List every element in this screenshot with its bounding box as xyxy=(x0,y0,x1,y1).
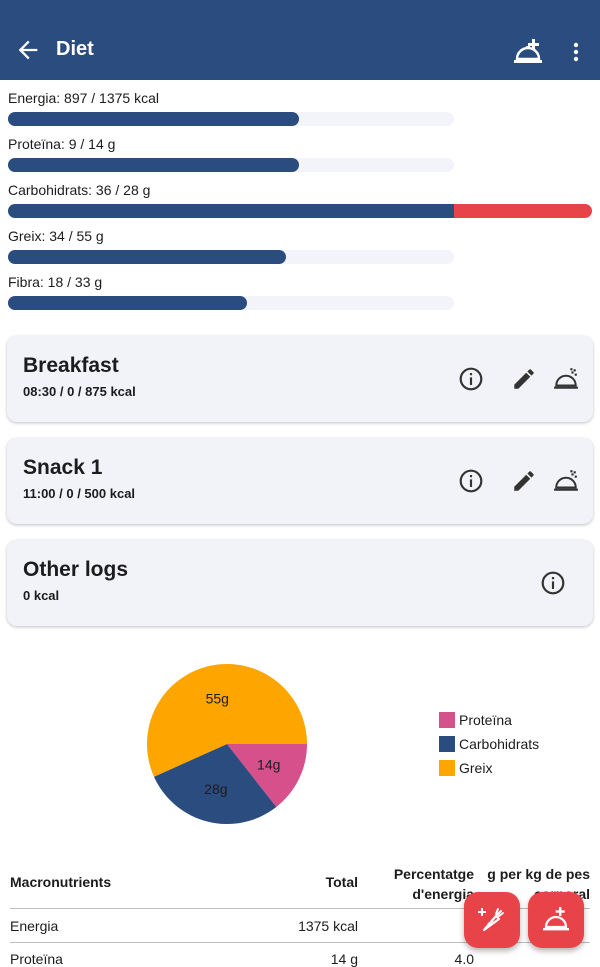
progress-fill xyxy=(8,204,458,218)
add-meal-button[interactable] xyxy=(528,892,584,948)
table-header-total: Total xyxy=(325,874,358,890)
app-bar: Diet xyxy=(0,0,600,80)
table-cell: 14 g xyxy=(330,951,358,967)
table-divider xyxy=(10,942,590,943)
add-food-button[interactable] xyxy=(464,892,520,948)
table-cell: 1375 kcal xyxy=(298,918,358,934)
table-cell: Energia xyxy=(10,918,59,934)
progress-fill xyxy=(8,158,299,172)
goal-label: Carbohidrats: 36 / 28 g xyxy=(8,182,151,198)
edit-icon[interactable] xyxy=(511,468,537,494)
log-meal-icon[interactable] xyxy=(553,366,579,392)
more-vert-icon[interactable] xyxy=(566,40,586,64)
legend-swatch xyxy=(439,760,455,776)
progress-fill xyxy=(8,112,299,126)
legend-swatch xyxy=(439,712,455,728)
progress-over-limit xyxy=(454,204,592,218)
pie-slice-1 xyxy=(227,744,307,808)
progress-fill xyxy=(8,296,247,310)
legend-swatch xyxy=(439,736,455,752)
pie-slice-3 xyxy=(147,664,307,777)
meal-title: Breakfast xyxy=(23,354,119,377)
meal-subtitle: 11:00 / 0 / 500 kcal xyxy=(23,486,136,501)
table-header-macronutrients: Macronutrients xyxy=(10,874,112,890)
add-food-icon xyxy=(478,908,504,932)
add-meal-icon xyxy=(543,907,569,931)
pie-slice-2 xyxy=(153,744,277,824)
goal-fiber: Fibra: 18 / 33 g xyxy=(8,274,592,310)
info-icon[interactable] xyxy=(458,468,484,494)
meal-subtitle: 0 kcal xyxy=(23,588,60,603)
table-cell: 4.0 xyxy=(454,951,474,967)
add-meal-icon[interactable] xyxy=(513,38,543,66)
goal-label: Energia: 897 / 1375 kcal xyxy=(8,90,159,106)
meal-title: Other logs xyxy=(23,558,129,581)
legend-label: Proteïna xyxy=(459,712,512,728)
log-meal-icon[interactable] xyxy=(553,468,579,494)
arrow-left-icon[interactable] xyxy=(14,36,42,64)
progress-fill xyxy=(8,250,286,264)
goal-label: Fibra: 18 / 33 g xyxy=(8,274,103,290)
edit-icon[interactable] xyxy=(511,366,537,392)
meal-card-breakfast[interactable]: Breakfast 08:30 / 0 / 875 kcal xyxy=(7,336,593,422)
table-divider xyxy=(10,908,590,909)
goal-fat: Greix: 34 / 55 g xyxy=(8,228,592,264)
goal-protein: Proteïna: 9 / 14 g xyxy=(8,136,592,172)
meal-subtitle: 08:30 / 0 / 875 kcal xyxy=(23,384,136,399)
pie-data-label-3: 55g xyxy=(206,691,229,707)
pie-svg: 14g 28g 55g xyxy=(147,664,307,824)
page-title: Diet xyxy=(56,38,94,60)
info-icon[interactable] xyxy=(540,570,566,596)
goal-label: Greix: 34 / 55 g xyxy=(8,228,104,244)
pie-data-label-2: 28g xyxy=(204,781,227,797)
goal-label: Proteïna: 9 / 14 g xyxy=(8,136,116,152)
goal-carbs: Carbohidrats: 36 / 28 g xyxy=(8,182,592,218)
macros-pie-chart: 14g 28g 55g Proteïna Carbohidrats Greix xyxy=(0,640,600,840)
goal-energy: Energia: 897 / 1375 kcal xyxy=(8,90,592,126)
table-cell: Proteïna xyxy=(10,951,63,967)
table-header-energy-percent: Percentatge d'energia xyxy=(393,866,474,902)
meal-card-other-logs[interactable]: Other logs 0 kcal xyxy=(7,540,593,626)
pie-data-label-1: 14g xyxy=(257,756,280,772)
legend-label: Greix xyxy=(459,760,493,776)
meal-title: Snack 1 xyxy=(23,456,103,479)
legend-label: Carbohidrats xyxy=(459,736,540,752)
meal-card-snack[interactable]: Snack 1 11:00 / 0 / 500 kcal xyxy=(7,438,593,524)
info-icon[interactable] xyxy=(458,366,484,392)
